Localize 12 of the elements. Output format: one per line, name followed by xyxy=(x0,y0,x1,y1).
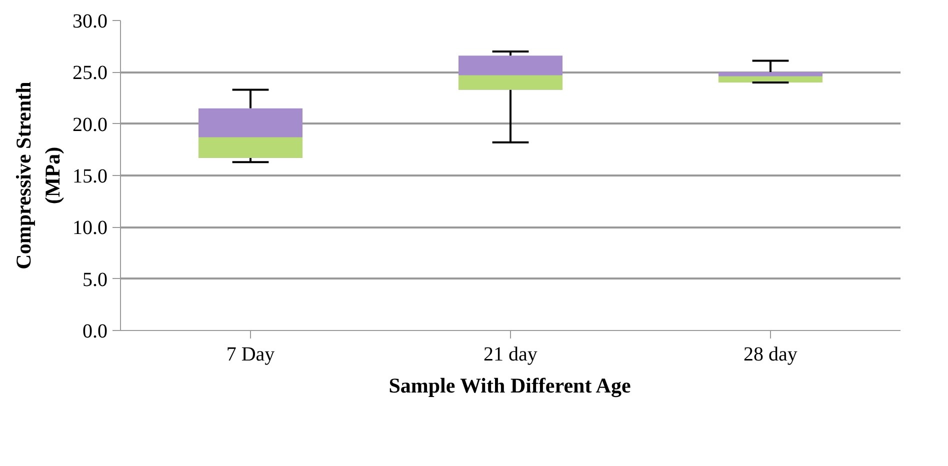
y-tick-label: 0.0 xyxy=(82,320,108,342)
x-tick-label: 7 Day xyxy=(226,344,275,366)
x-tick-label: 21 day xyxy=(484,344,538,366)
x-axis-title: Sample With Different Age xyxy=(388,374,631,398)
x-tick-label: 28 day xyxy=(744,344,798,366)
y-tick-label: 25.0 xyxy=(72,62,108,84)
y-tick-label: 5.0 xyxy=(82,268,108,291)
y-axis-title: Compressive Strenth (MPa) xyxy=(12,81,64,270)
y-tick-label: 30.0 xyxy=(72,10,108,32)
y-tick-label: 10.0 xyxy=(72,217,108,240)
y-tick-label: 20.0 xyxy=(72,114,108,136)
y-tick-label: 15.0 xyxy=(72,166,108,188)
